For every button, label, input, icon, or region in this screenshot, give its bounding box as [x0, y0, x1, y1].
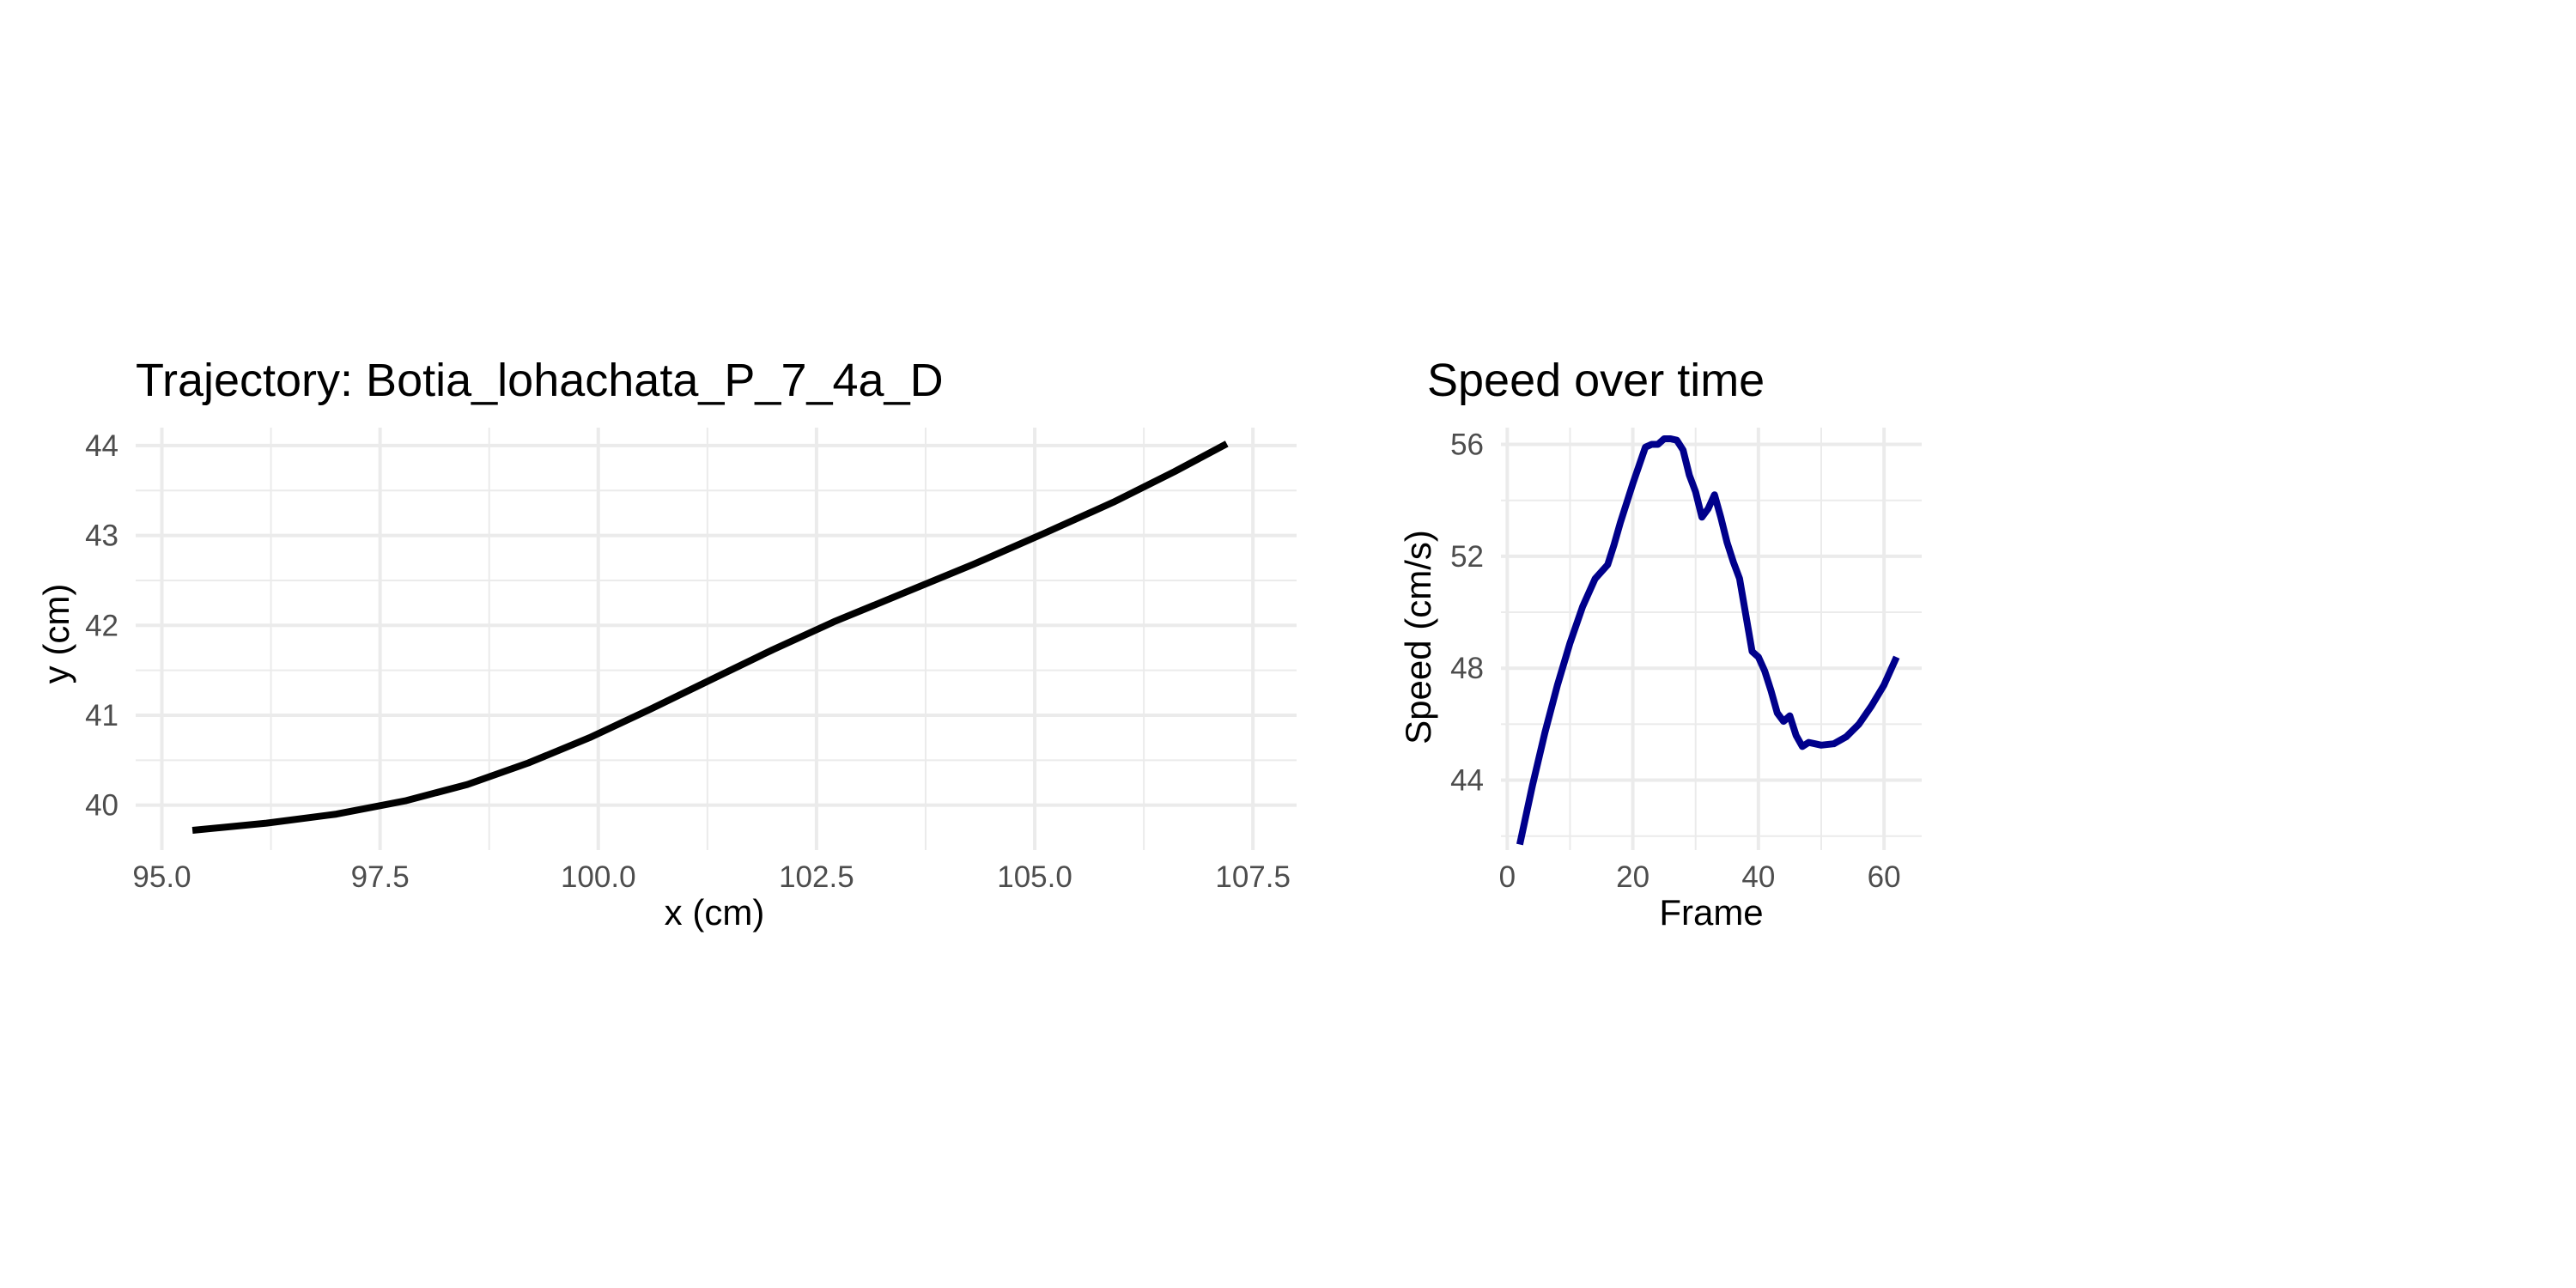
- speed-gridlines: [1501, 428, 1922, 850]
- speed-x-tick-label: 40: [1741, 860, 1775, 894]
- trajectory-y-tick-label: 43: [85, 519, 118, 553]
- speed-y-axis-label: Speed (cm/s): [1398, 530, 1438, 744]
- speed-y-tick-label: 44: [1450, 764, 1484, 798]
- trajectory-x-ticks: 95.0 97.5 100.0 102.5 105.0 107.5: [132, 860, 1291, 894]
- trajectory-y-axis-label: y (cm): [36, 584, 76, 684]
- speed-x-axis-label: Frame: [1659, 892, 1763, 933]
- speed-title: Speed over time: [1427, 355, 1765, 406]
- speed-panel: Speed over time 0 20 40 60 44 48 52 56 Frame S…: [1398, 355, 1922, 933]
- speed-y-ticks: 44 48 52 56: [1450, 428, 1484, 798]
- trajectory-gridlines: [136, 428, 1297, 850]
- trajectory-x-tick-label: 95.0: [132, 860, 191, 894]
- trajectory-x-tick-label: 97.5: [351, 860, 410, 894]
- speed-y-tick-label: 56: [1450, 428, 1484, 462]
- trajectory-x-tick-label: 100.0: [561, 860, 636, 894]
- trajectory-y-tick-label: 42: [85, 609, 118, 642]
- trajectory-title: Trajectory: Botia_lohachata_P_7_4a_D: [136, 355, 944, 406]
- speed-x-tick-label: 0: [1499, 860, 1516, 894]
- trajectory-series-line: [191, 440, 1229, 834]
- trajectory-x-tick-label: 102.5: [779, 860, 854, 894]
- speed-series-line: [1516, 435, 1900, 846]
- speed-x-tick-label: 20: [1616, 860, 1649, 894]
- trajectory-y-tick-label: 44: [85, 429, 118, 463]
- speed-y-tick-label: 48: [1450, 652, 1484, 685]
- trajectory-series: [191, 440, 1229, 834]
- trajectory-y-ticks: 40 41 42 43 44: [85, 429, 118, 823]
- speed-x-tick-label: 60: [1868, 860, 1901, 894]
- trajectory-y-tick-label: 41: [85, 699, 118, 732]
- trajectory-y-tick-label: 40: [85, 789, 118, 823]
- trajectory-x-tick-label: 105.0: [997, 860, 1072, 894]
- speed-y-tick-label: 52: [1450, 540, 1484, 574]
- trajectory-panel: Trajectory: Botia_lohachata_P_7_4a_D 95.…: [36, 355, 1297, 933]
- speed-x-ticks: 0 20 40 60: [1499, 860, 1901, 894]
- trajectory-x-tick-label: 107.5: [1215, 860, 1291, 894]
- trajectory-x-axis-label: x (cm): [665, 892, 765, 933]
- speed-series: [1516, 435, 1900, 846]
